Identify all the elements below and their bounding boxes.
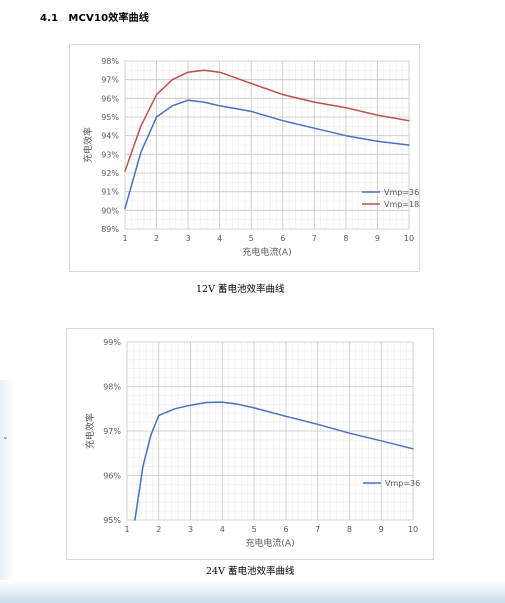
x-tick-label: 1 — [122, 234, 127, 243]
series-line-vmp-36v — [124, 99, 410, 210]
major-gridlines — [126, 341, 414, 521]
x-tick-label: 6 — [283, 525, 288, 534]
chart-12v: 89% 90% 91% 92% 93% 94% 95% 96% 97% 98% 1 2 3 4 5 6 7 8 9 1… — [69, 44, 420, 272]
x-tick-label: 7 — [312, 234, 317, 243]
section-heading: 4.1 MCV10效率曲线 — [40, 9, 149, 24]
section-title: MCV10效率曲线 — [68, 13, 150, 24]
x-tick-label: 8 — [347, 525, 352, 534]
y-tick-label: 90% — [101, 206, 119, 215]
y-tick-label: 94% — [101, 132, 119, 141]
x-tick-label: 4 — [220, 525, 225, 534]
legend-label: Vmp=36 — [385, 479, 420, 488]
x-tick-label: 7 — [315, 525, 320, 534]
section-number: 4.1 — [40, 13, 59, 24]
y-axis-label: 充电效率 — [82, 127, 94, 163]
x-tick-label: 4 — [217, 234, 222, 243]
y-tick-label: 98% — [103, 383, 121, 392]
x-tick-label: 6 — [280, 234, 285, 243]
x-tick-label: 8 — [343, 234, 348, 243]
legend-label: Vmp=18V — [384, 200, 419, 209]
x-tick-label: 2 — [156, 525, 161, 534]
y-tick-label: 98% — [101, 57, 119, 66]
page-footer-band — [0, 581, 505, 603]
y-tick-label: 89% — [101, 225, 119, 234]
y-tick-label: 95% — [101, 113, 119, 122]
x-tick-label: 2 — [154, 234, 159, 243]
y-tick-label: 93% — [101, 150, 119, 159]
x-tick-label: 1 — [124, 525, 129, 534]
x-tick-label: 3 — [188, 525, 193, 534]
x-axis-label: 充电电流(A) — [245, 537, 294, 549]
x-axis-label: 充电电流(A) — [242, 246, 291, 258]
x-tick-label: 5 — [252, 525, 257, 534]
page-edge-shade — [0, 380, 14, 580]
y-axis-label: 充电效率 — [84, 413, 96, 449]
y-tick-label: 91% — [101, 188, 119, 197]
x-tick-label: 5 — [249, 234, 254, 243]
x-tick-label: 10 — [404, 234, 414, 243]
chart-24v-caption: 24V 蓄电池效率曲线 — [206, 566, 295, 577]
y-tick-label: 96% — [101, 94, 119, 103]
y-tick-label: 92% — [101, 169, 119, 178]
x-tick-label: 3 — [186, 234, 191, 243]
chart-12v-caption: 12V 蓄电池效率曲线 — [196, 284, 285, 295]
chart-24v-svg: 95% 96% 97% 98% 99% 1 2 3 4 5 6 7 8 9 10 充电电流(A) 充电效率 Vmp… — [84, 338, 420, 549]
x-tick-label: 9 — [379, 525, 384, 534]
x-tick-label: 9 — [375, 234, 380, 243]
series-line-vmp-36 — [134, 401, 414, 521]
y-tick-label: 95% — [103, 516, 121, 525]
x-tick-label: 10 — [408, 525, 418, 534]
margin-mark: ⌄ — [2, 432, 9, 441]
chart-12v-svg: 89% 90% 91% 92% 93% 94% 95% 96% 97% 98% 1 2 3 4 5 6 7 8 9 1… — [82, 57, 419, 258]
y-tick-label: 96% — [103, 472, 121, 481]
y-tick-label: 97% — [103, 427, 121, 436]
y-tick-label: 99% — [103, 338, 121, 347]
series-line-vmp-18v — [124, 69, 410, 172]
y-tick-label: 97% — [101, 76, 119, 85]
legend-label: Vmp=36V — [384, 188, 419, 197]
chart-24v: 95% 96% 97% 98% 99% 1 2 3 4 5 6 7 8 9 10 充电电流(A) 充电效率 Vmp… — [66, 328, 434, 560]
